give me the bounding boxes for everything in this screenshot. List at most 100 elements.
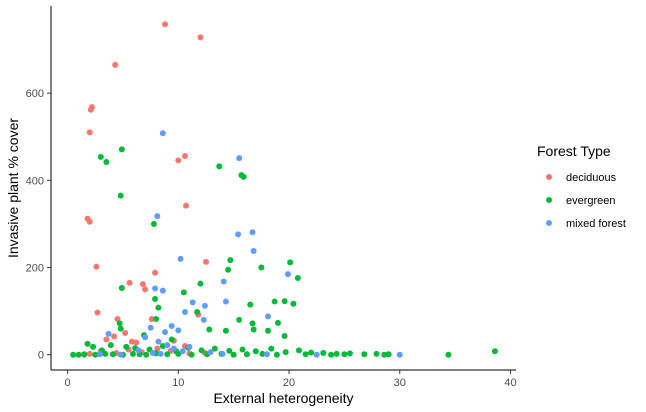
data-point-evergreen [227, 257, 234, 264]
data-point-deciduous [154, 345, 161, 352]
data-point-evergreen [153, 315, 160, 322]
x-tick-label: 10 [172, 377, 184, 389]
data-point-evergreen [273, 351, 280, 358]
x-axis-title: External heterogeneity [213, 390, 353, 406]
data-point-mixed-forest [159, 130, 166, 137]
data-point-evergreen [90, 343, 97, 350]
data-point-evergreen [211, 345, 218, 352]
data-point-evergreen [333, 350, 340, 357]
points-layer [70, 21, 498, 358]
y-tick-label: 0 [38, 350, 44, 362]
data-point-mixed-forest [170, 345, 177, 352]
data-point-mixed-forest [219, 350, 226, 357]
legend-key-evergreen [546, 197, 552, 203]
data-point-evergreen [252, 348, 259, 355]
data-point-mixed-forest [189, 299, 196, 306]
data-point-deciduous [86, 129, 93, 136]
data-point-mixed-forest [164, 342, 171, 349]
data-point-mixed-forest [235, 231, 242, 238]
data-point-deciduous [126, 279, 133, 286]
data-point-evergreen [150, 220, 157, 227]
legend-label-evergreen: evergreen [566, 195, 616, 207]
data-point-mixed-forest [179, 348, 186, 355]
data-point-mixed-forest [135, 347, 142, 354]
x-tick-label: 0 [65, 377, 71, 389]
data-point-evergreen [175, 350, 182, 357]
data-point-evergreen [281, 298, 288, 305]
data-point-deciduous [122, 329, 129, 336]
data-point-evergreen [164, 351, 171, 358]
data-point-mixed-forest [175, 327, 182, 334]
data-point-evergreen [287, 259, 294, 266]
data-point-evergreen [168, 336, 175, 343]
data-point-evergreen [373, 350, 380, 357]
data-point-deciduous [152, 269, 159, 276]
data-point-deciduous [103, 336, 110, 343]
legend-label-deciduous: deciduous [566, 172, 617, 184]
data-point-evergreen [239, 346, 246, 353]
data-point-evergreen [118, 146, 125, 153]
data-point-evergreen [143, 351, 150, 358]
data-point-evergreen [107, 342, 114, 349]
data-point-mixed-forest [155, 338, 162, 345]
data-point-deciduous [139, 281, 146, 288]
data-point-evergreen [222, 327, 229, 334]
data-point-mixed-forest [284, 271, 291, 278]
data-point-mixed-forest [152, 285, 159, 292]
data-point-mixed-forest [236, 155, 243, 162]
data-point-evergreen [110, 351, 116, 358]
data-point-deciduous [142, 286, 149, 293]
data-point-evergreen [445, 351, 452, 358]
data-point-evergreen [226, 347, 233, 354]
data-point-evergreen [240, 173, 247, 180]
data-point-evergreen [225, 266, 232, 273]
legend-key-mixed-forest [546, 220, 552, 226]
data-point-evergreen [346, 350, 353, 357]
x-axis-ticks: 0 10 20 30 40 [65, 370, 517, 389]
data-point-evergreen [236, 316, 243, 323]
data-point-mixed-forest [142, 334, 149, 341]
data-point-deciduous [86, 218, 93, 225]
data-point-evergreen [290, 300, 297, 307]
data-point-mixed-forest [105, 330, 112, 337]
data-point-mixed-forest [159, 287, 166, 294]
data-point-mixed-forest [186, 343, 193, 350]
data-point-evergreen [361, 351, 368, 358]
x-tick-label: 30 [394, 377, 406, 389]
data-point-evergreen [385, 351, 392, 358]
data-point-mixed-forest [96, 350, 103, 357]
data-point-evergreen [102, 350, 109, 357]
y-axis-ticks: 0 200 400 600 [26, 88, 51, 362]
data-point-evergreen [341, 351, 348, 358]
data-point-evergreen [197, 280, 204, 287]
data-point-deciduous [94, 309, 101, 316]
data-point-mixed-forest [200, 316, 207, 323]
legend-key-deciduous [546, 174, 552, 180]
data-point-mixed-forest [147, 324, 154, 331]
data-point-mixed-forest [263, 351, 270, 358]
data-point-deciduous [133, 339, 140, 346]
data-point-evergreen [294, 275, 301, 282]
data-point-evergreen [296, 347, 302, 354]
data-point-evergreen [103, 159, 110, 166]
data-point-evergreen [328, 351, 335, 358]
data-point-deciduous [111, 333, 118, 340]
data-point-mixed-forest [162, 329, 169, 336]
data-point-evergreen [249, 320, 256, 327]
data-point-evergreen [320, 349, 327, 356]
data-point-evergreen [230, 351, 237, 358]
data-point-evergreen [250, 326, 257, 333]
data-point-evergreen [282, 349, 289, 356]
data-point-evergreen [180, 289, 187, 296]
data-point-mixed-forest [117, 351, 124, 358]
y-tick-label: 600 [26, 88, 44, 100]
data-point-evergreen [70, 351, 77, 358]
data-point-evergreen [247, 301, 254, 308]
data-point-mixed-forest [157, 350, 164, 357]
data-point-deciduous [162, 21, 169, 28]
legend-title: Forest Type [537, 143, 611, 159]
data-point-evergreen [302, 351, 309, 358]
data-point-deciduous [181, 152, 188, 159]
data-point-evergreen [308, 349, 315, 356]
